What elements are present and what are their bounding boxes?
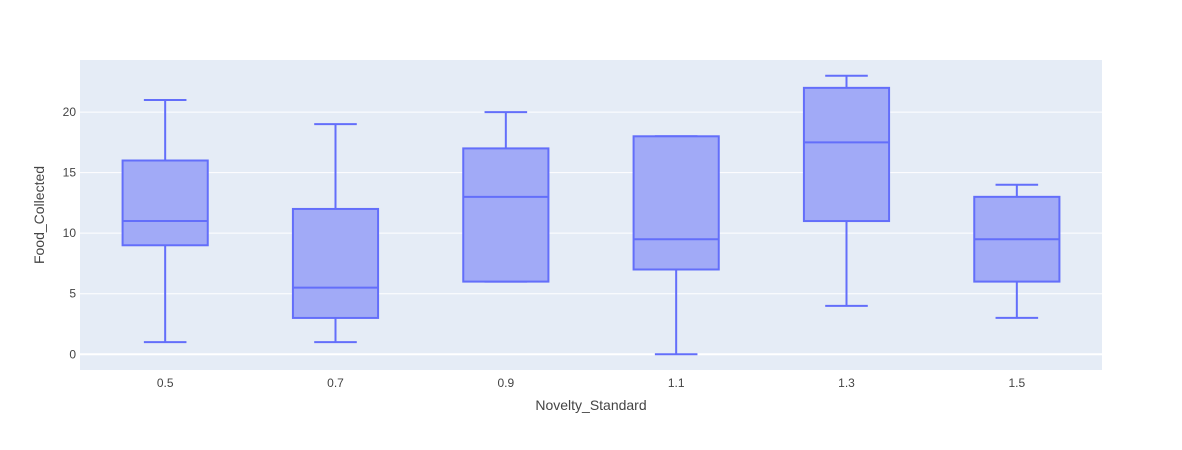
- box-0.7: [291, 123, 380, 344]
- iqr-box: [121, 159, 209, 247]
- y-tick-label: 5: [69, 287, 76, 301]
- box-1.3: [802, 74, 891, 307]
- plot-area: [80, 60, 1102, 370]
- y-axis-title: Food_Collected: [31, 166, 47, 264]
- box-0.9: [462, 111, 550, 283]
- x-tick-label: 1.5: [1008, 376, 1025, 390]
- y-tick-labels: 0 5 10 15 20: [63, 105, 77, 361]
- iqr-box: [802, 86, 891, 223]
- x-tick-label: 1.3: [838, 376, 855, 390]
- x-tick-label: 0.7: [327, 376, 344, 390]
- y-tick-label: 15: [63, 166, 77, 180]
- grid-lines: [80, 111, 1102, 356]
- iqr-box: [632, 135, 720, 271]
- box-1.1: [632, 135, 720, 356]
- iqr-box: [291, 207, 380, 319]
- x-tick-label: 0.9: [497, 376, 514, 390]
- y-tick-label: 20: [63, 105, 77, 119]
- y-tick-label: 0: [69, 347, 76, 361]
- box-1.5: [973, 183, 1061, 319]
- x-tick-label: 0.5: [157, 376, 174, 390]
- y-tick-label: 10: [63, 226, 77, 240]
- box-0.5: [121, 98, 209, 344]
- iqr-box: [462, 147, 550, 283]
- x-axis-title: Novelty_Standard: [535, 397, 646, 413]
- box-series: [121, 74, 1061, 356]
- x-tick-label: 1.1: [668, 376, 685, 390]
- x-tick-labels: 0.5 0.7 0.9 1.1 1.3 1.5: [157, 376, 1026, 390]
